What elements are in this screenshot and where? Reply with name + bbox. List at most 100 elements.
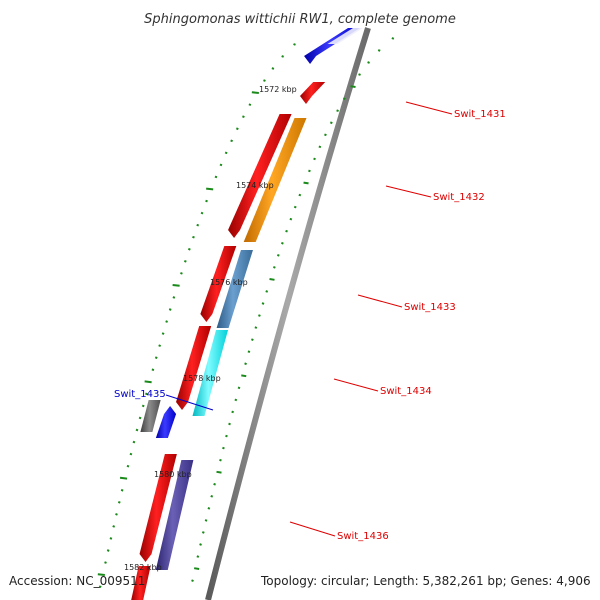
tick-mark-inner <box>224 151 228 155</box>
tick-mark-inner <box>180 272 183 275</box>
tick-mark-inner <box>172 284 180 287</box>
tick-mark-outer <box>336 109 339 113</box>
tick-mark-inner <box>205 199 208 203</box>
ruler-label-1580: 1580 kbp <box>154 470 192 479</box>
feature-blue-swit-1435[interactable] <box>155 406 177 438</box>
tick-mark-inner <box>183 259 187 263</box>
tick-mark-inner <box>248 103 252 106</box>
tick-mark-inner <box>230 139 233 143</box>
tick-mark-inner <box>158 344 162 347</box>
tick-mark-outer <box>293 205 297 209</box>
tick-mark-outer <box>241 374 247 378</box>
tick-mark-inner <box>206 187 214 191</box>
gene-label-swit-1432[interactable]: Swit_1432 <box>433 192 485 203</box>
feature-cyan-swit-1434[interactable] <box>192 330 229 416</box>
tick-mark-inner <box>214 175 218 179</box>
tick-mark-inner <box>235 127 239 131</box>
tick-mark-inner <box>172 296 176 299</box>
feature-white-top[interactable] <box>327 28 363 44</box>
feature-steel-swit-1433[interactable] <box>216 250 253 328</box>
tick-mark-outer <box>254 326 258 329</box>
tick-mark-inner <box>126 464 130 468</box>
tick-mark-outer <box>210 494 214 498</box>
tick-mark-outer <box>228 422 231 426</box>
tick-mark-outer <box>358 73 361 76</box>
tick-mark-outer <box>313 157 316 161</box>
leader-swit-1436 <box>289 521 336 537</box>
tick-mark-inner <box>263 79 266 82</box>
feature-orange-swit-1432[interactable] <box>243 118 307 242</box>
tick-mark-inner <box>219 163 223 167</box>
tick-mark-outer <box>244 362 247 366</box>
gene-label-swit-1434[interactable]: Swit_1434 <box>380 386 432 397</box>
tick-mark-inner <box>117 500 121 504</box>
feature-track <box>131 28 363 600</box>
tick-mark-inner <box>151 368 155 372</box>
tick-mark-inner <box>293 43 296 46</box>
tick-mark-outer <box>367 61 370 64</box>
tick-mark-outer <box>231 410 235 414</box>
gene-label-swit-1431[interactable]: Swit_1431 <box>454 109 506 120</box>
feature-red-swit-1433[interactable] <box>200 246 237 322</box>
tick-mark-inner <box>281 55 285 58</box>
tick-mark-outer <box>196 555 200 558</box>
tick-mark-inner <box>271 67 275 70</box>
gene-labels: Swit_1431 Swit_1432 Swit_1433 Swit_1434 … <box>114 109 506 542</box>
gene-label-swit-1436[interactable]: Swit_1436 <box>337 531 389 542</box>
feature-blue-top[interactable] <box>304 28 360 64</box>
tick-mark-outer <box>201 531 205 534</box>
feature-red-swit-1431[interactable] <box>300 82 326 104</box>
tick-mark-outer <box>258 314 261 317</box>
tick-mark-inner <box>129 452 133 456</box>
leader-swit-1432 <box>385 185 432 198</box>
gene-label-swit-1433[interactable]: Swit_1433 <box>404 302 456 313</box>
tick-mark-outer <box>250 338 254 341</box>
tick-mark-inner <box>196 223 200 227</box>
feature-red-bottom[interactable] <box>131 566 151 600</box>
ruler-label-1574: 1574 kbp <box>236 181 274 190</box>
tick-mark-inner <box>144 380 152 384</box>
tick-mark-inner <box>138 416 142 420</box>
tick-mark-inner <box>112 525 116 528</box>
tick-mark-outer <box>269 278 275 281</box>
tick-mark-inner <box>135 428 139 432</box>
label-leaders <box>165 101 453 537</box>
tick-mark-outer <box>318 145 322 149</box>
tick-mark-outer <box>303 181 309 185</box>
tick-mark-outer <box>216 470 222 474</box>
gene-label-swit-1435[interactable]: Swit_1435 <box>114 389 166 400</box>
tick-mark-outer <box>219 458 222 462</box>
feature-gray-swit-1435[interactable] <box>140 400 161 432</box>
feature-slate-swit-1436[interactable] <box>155 460 194 570</box>
tick-mark-outer <box>329 121 333 125</box>
tick-mark-inner <box>98 585 102 588</box>
leader-swit-1434 <box>333 378 379 392</box>
tick-mark-outer <box>213 482 216 486</box>
tick-mark-inner <box>168 308 172 311</box>
tick-mark-inner <box>242 115 245 119</box>
ruler-label-1572: 1572 kbp <box>259 85 297 94</box>
tick-mark-outer <box>350 85 356 88</box>
tick-mark-outer <box>225 434 228 438</box>
ruler-labels: 1572 kbp 1574 kbp 1576 kbp 1578 kbp 1580… <box>124 85 297 572</box>
tick-mark-outer <box>281 241 284 245</box>
tick-mark-outer <box>289 217 293 221</box>
feature-red-swit-1434[interactable] <box>176 326 212 410</box>
leader-swit-1431 <box>405 101 453 115</box>
tick-mark-outer <box>272 266 276 269</box>
map-title: Sphingomonas wittichii RW1, complete gen… <box>144 12 456 27</box>
tick-mark-inner <box>119 476 128 480</box>
tick-mark-outer <box>247 350 251 354</box>
tick-mark-outer <box>207 507 211 510</box>
tick-mark-outer <box>204 519 208 522</box>
feature-red-swit-1432[interactable] <box>228 114 292 238</box>
tick-mark-inner <box>106 549 110 552</box>
feature-red-swit-1436[interactable] <box>139 454 177 562</box>
tick-mark-inner <box>165 320 168 323</box>
ruler-label-1582: 1582 kbp <box>124 563 162 572</box>
tick-mark-outer <box>298 193 302 197</box>
tick-ring-inner <box>97 43 296 588</box>
tick-mark-inner <box>132 440 136 444</box>
tick-mark-inner <box>109 537 113 540</box>
